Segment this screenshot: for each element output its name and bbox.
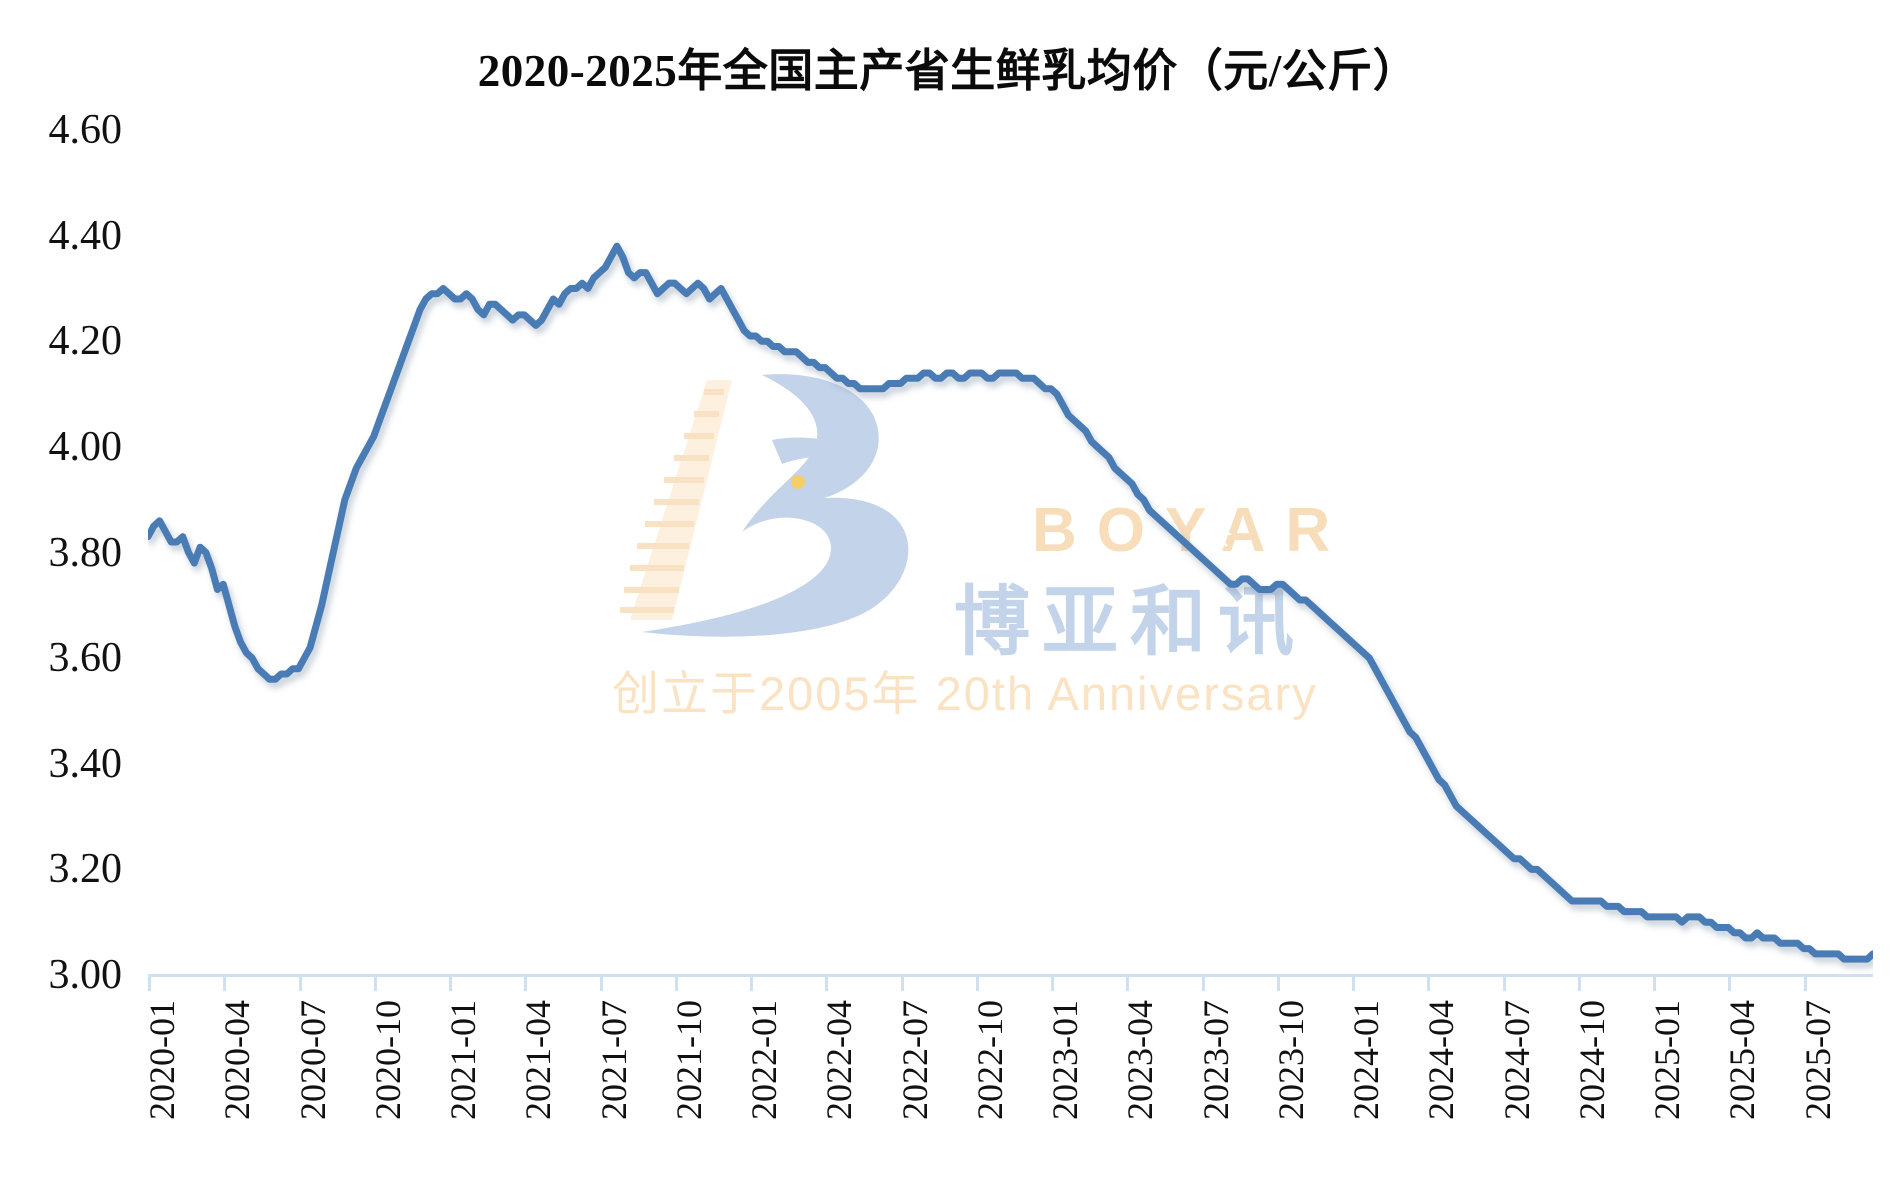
x-tick-label: 2023-01 xyxy=(1045,1000,1086,1120)
x-axis-tick xyxy=(975,974,979,991)
x-axis-tick xyxy=(1276,974,1280,991)
x-axis-tick xyxy=(1653,974,1657,991)
x-axis-tick xyxy=(900,974,904,991)
y-tick-label: 3.60 xyxy=(48,635,123,682)
y-tick-label: 4.20 xyxy=(48,318,123,365)
x-axis-tick xyxy=(1126,974,1130,991)
y-tick-label: 3.80 xyxy=(48,529,123,576)
x-tick-label: 2020-01 xyxy=(142,1000,182,1120)
x-axis-tick xyxy=(825,974,829,991)
x-tick-label: 2023-04 xyxy=(1120,1000,1161,1120)
x-tick-label: 2025-07 xyxy=(1797,1000,1838,1120)
plot-area xyxy=(148,130,1873,975)
y-tick-label: 4.40 xyxy=(48,212,123,259)
x-tick-label: 2023-07 xyxy=(1195,1000,1236,1120)
x-axis-tick xyxy=(1803,974,1807,991)
x-tick-label: 2025-04 xyxy=(1722,1000,1763,1120)
x-axis-tick xyxy=(298,974,302,991)
y-tick-label: 3.20 xyxy=(48,846,123,893)
x-tick-label: 2024-01 xyxy=(1346,1000,1387,1120)
x-tick-label: 2020-04 xyxy=(217,1000,258,1120)
x-tick-label: 2024-07 xyxy=(1496,1000,1537,1120)
y-axis: 3.00 3.20 3.40 3.60 3.80 4.00 4.20 4.40 4.60 xyxy=(0,107,148,998)
x-axis-tick xyxy=(1201,974,1205,991)
chart-title: 2020-2025年全国主产省生鲜乳均价（元/公斤） xyxy=(477,46,1419,96)
x-tick-label: 2022-07 xyxy=(894,1000,935,1120)
y-tick-label: 3.00 xyxy=(48,952,123,998)
x-tick-label: 2021-07 xyxy=(593,1000,634,1120)
x-axis-tick xyxy=(1502,974,1506,991)
x-axis-tick xyxy=(1728,974,1732,991)
x-axis-tick xyxy=(1577,974,1581,991)
x-tick-label: 2023-10 xyxy=(1270,1000,1311,1120)
x-axis-tick xyxy=(599,974,603,991)
x-axis-tick xyxy=(674,974,678,991)
x-axis-tick xyxy=(750,974,753,991)
x-axis-tick xyxy=(373,974,377,991)
x-axis-tick xyxy=(1352,974,1356,991)
x-tick-label: 2021-04 xyxy=(518,1000,559,1120)
x-axis-tick xyxy=(223,974,227,991)
x-axis-tick xyxy=(524,974,528,991)
price-line-series xyxy=(148,242,1873,963)
x-tick-label: 2024-10 xyxy=(1571,1000,1612,1120)
x-tick-label: 2021-01 xyxy=(443,1000,483,1120)
x-tick-label: 2022-01 xyxy=(744,1000,784,1120)
x-tick-label: 2022-10 xyxy=(969,1000,1010,1120)
x-tick-label: 2020-07 xyxy=(292,1000,333,1120)
x-tick-label: 2021-10 xyxy=(668,1000,709,1120)
x-axis-line xyxy=(148,974,1873,977)
x-tick-label: 2020-10 xyxy=(367,1000,408,1120)
x-axis-tick xyxy=(148,974,151,991)
y-tick-label: 4.60 xyxy=(48,107,123,153)
x-axis-tick xyxy=(1051,974,1055,991)
x-tick-label: 2022-04 xyxy=(819,1000,860,1120)
x-tick-label: 2024-04 xyxy=(1421,1000,1462,1120)
y-tick-label: 3.40 xyxy=(48,740,123,787)
x-axis-tick xyxy=(449,974,452,991)
x-axis-tick xyxy=(1427,974,1431,991)
y-tick-label: 4.00 xyxy=(48,423,123,470)
x-tick-label: 2025-01 xyxy=(1647,1000,1688,1120)
